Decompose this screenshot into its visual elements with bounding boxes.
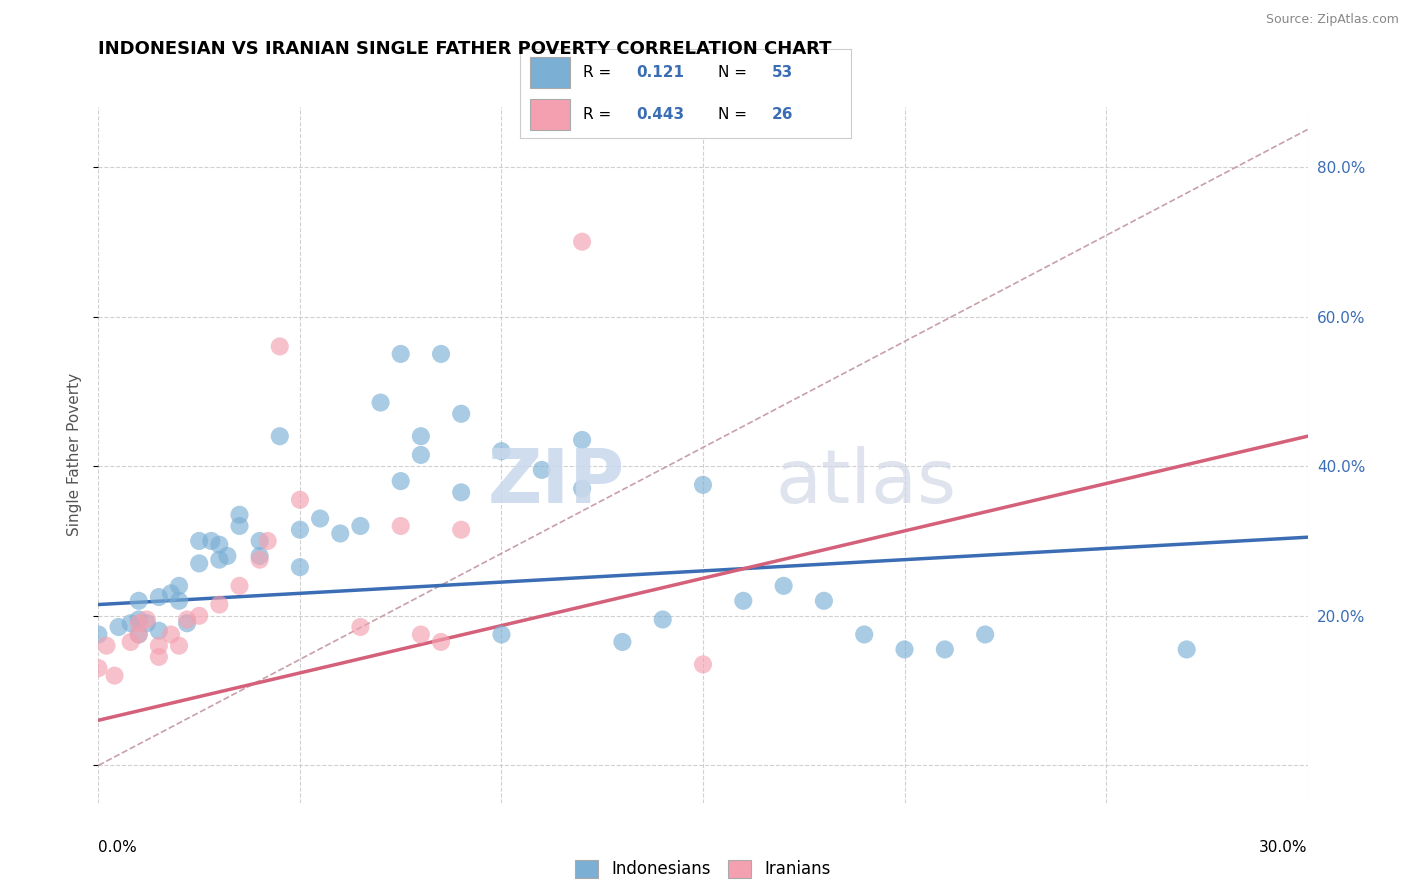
Point [188,608,211,623]
Point [128,616,150,631]
Point [430,347,453,361]
Point [269,429,291,443]
Text: 26: 26 [772,107,793,121]
Point [160,627,183,641]
Point [491,444,513,458]
FancyBboxPatch shape [530,57,569,88]
Point [148,624,170,638]
Point [120,635,142,649]
Point [612,635,634,649]
Point [249,552,271,566]
Point [208,598,231,612]
Point [208,538,231,552]
Text: INDONESIAN VS IRANIAN SINGLE FATHER POVERTY CORRELATION CHART: INDONESIAN VS IRANIAN SINGLE FATHER POVE… [98,40,832,58]
Point [160,586,183,600]
Point [228,519,250,533]
Point [135,613,157,627]
Point [934,642,956,657]
Point [148,590,170,604]
Point [188,533,211,548]
Point [148,649,170,664]
Point [128,627,150,641]
Point [188,557,211,571]
Text: R =: R = [583,65,616,79]
Point [96,639,118,653]
Point [228,508,250,522]
Point [813,594,835,608]
Point [571,433,593,447]
Point [128,627,150,641]
Point [200,533,222,548]
Point [692,657,714,672]
Point [107,620,129,634]
Point [256,533,278,548]
Point [450,523,472,537]
Point [893,642,915,657]
Point [571,235,593,249]
Text: 0.443: 0.443 [636,107,683,121]
Point [128,594,150,608]
Point [571,482,593,496]
Point [217,549,239,563]
Point [389,474,412,488]
Point [349,620,371,634]
Point [530,463,553,477]
Point [409,429,432,443]
Point [409,627,432,641]
Point [176,616,198,631]
Point [103,668,125,682]
Point [288,560,311,574]
Point [772,579,794,593]
Point [87,627,110,641]
Point [167,579,190,593]
Point [389,347,412,361]
Point [288,523,311,537]
Point [249,549,271,563]
Point [692,478,714,492]
Point [370,395,392,409]
Point [853,627,876,641]
Legend: Indonesians, Iranians: Indonesians, Iranians [568,853,838,885]
Text: N =: N = [718,107,752,121]
Text: Source: ZipAtlas.com: Source: ZipAtlas.com [1265,13,1399,27]
Point [309,511,332,525]
Text: ZIP: ZIP [486,446,624,519]
Point [651,613,673,627]
Point [450,485,472,500]
Text: 53: 53 [772,65,793,79]
Point [208,552,231,566]
Point [491,627,513,641]
Point [409,448,432,462]
Text: 30.0%: 30.0% [1260,840,1308,855]
Point [135,616,157,631]
Point [269,339,291,353]
Point [128,613,150,627]
Text: 0.0%: 0.0% [98,840,138,855]
Point [176,613,198,627]
Point [249,533,271,548]
Point [167,639,190,653]
Point [87,661,110,675]
Point [120,616,142,631]
Point [974,627,997,641]
Point [167,594,190,608]
Point [228,579,250,593]
Point [430,635,453,649]
Text: R =: R = [583,107,616,121]
Text: N =: N = [718,65,752,79]
Text: 0.121: 0.121 [636,65,683,79]
Point [288,492,311,507]
Text: atlas: atlas [776,446,956,519]
Point [733,594,755,608]
FancyBboxPatch shape [530,99,569,130]
Point [1175,642,1198,657]
Point [329,526,352,541]
Point [349,519,371,533]
Point [389,519,412,533]
Y-axis label: Single Father Poverty: Single Father Poverty [67,374,83,536]
Point [450,407,472,421]
Point [148,639,170,653]
